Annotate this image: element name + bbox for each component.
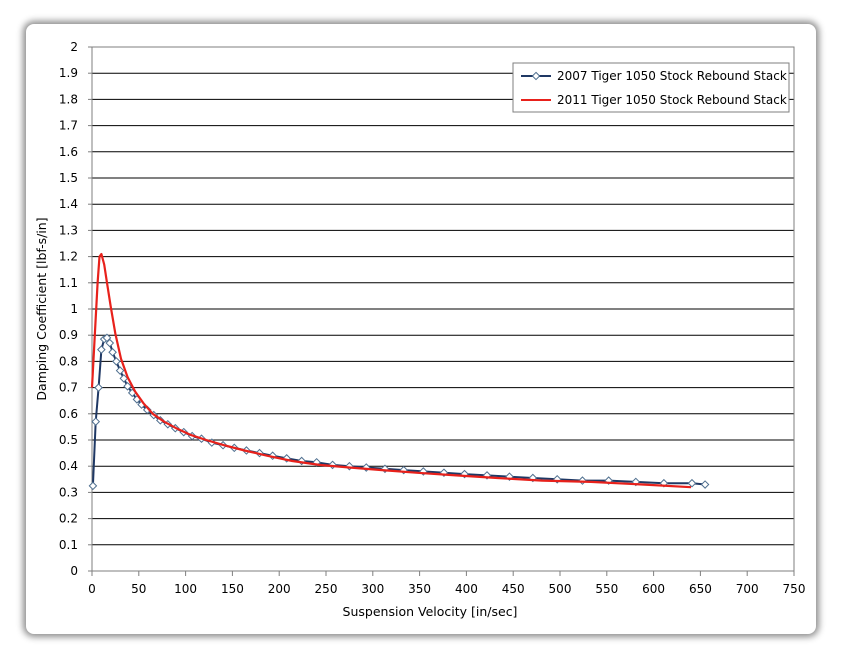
legend-marker-2007 [531,71,541,81]
legend-label-2007: 2007 Tiger 1050 Stock Rebound Stack [557,69,787,83]
y-tick-label: 1 [70,302,78,316]
data-point [112,357,121,366]
y-tick-label: 0.8 [59,354,78,368]
gridlines [92,46,794,546]
y-tick-label: 1.2 [59,250,78,264]
x-tick-label: 50 [131,582,146,596]
y-tick-label: 1.5 [59,171,78,185]
legend-label-2011: 2011 Tiger 1050 Stock Rebound Stack [557,93,787,107]
series-layer [88,252,710,491]
y-tick-label: 1.4 [59,197,78,211]
x-tick-label: 750 [783,582,806,596]
data-point [102,333,112,343]
x-tick-label: 650 [689,582,712,596]
series-line [90,252,692,489]
y-tick-label: 1.3 [59,223,78,237]
x-tick-label: 350 [408,582,431,596]
data-point [94,383,103,392]
chart-canvas: 0 0.1 0.2 0.3 0.4 0.5 0.6 0.7 0.8 0.9 1 1.1 1.2 1.3 1.… [34,40,805,619]
data-point [528,473,538,483]
data-point [108,347,117,357]
x-axis-ticks: 0 50 100 150 200 250 300 350 400 450 500 550 600 650 7… [88,571,805,596]
x-axis-title: Suspension Velocity [in/sec] [343,604,518,619]
y-tick-label: 1.7 [59,119,78,133]
x-tick-label: 550 [595,582,618,596]
data-point [282,454,291,463]
data-point [700,480,710,489]
y-axis-title: Damping Coefficient [lbf-s/in] [34,217,49,400]
x-tick-label: 500 [549,582,572,596]
chart-frame: 0 0.1 0.2 0.3 0.4 0.5 0.6 0.7 0.8 0.9 1 1.1 1.2 1.3 1.… [26,24,816,634]
data-point [91,417,101,426]
y-tick-label: 0.9 [59,328,78,342]
y-tick-label: 1.9 [59,66,78,80]
y-tick-label: 1.1 [59,276,78,290]
x-tick-label: 150 [221,582,244,596]
y-tick-label: 0.4 [59,459,78,473]
data-point [604,476,613,485]
series-1 [90,252,692,489]
x-tick-label: 300 [361,582,384,596]
data-point [97,345,106,354]
y-tick-label: 0.6 [59,407,78,421]
legend: 2007 Tiger 1050 Stock Rebound Stack 2011… [512,62,790,113]
x-tick-label: 700 [736,582,759,596]
data-point [312,457,321,467]
y-tick-label: 0 [70,564,78,578]
y-tick-label: 2 [70,40,78,54]
x-tick-label: 250 [315,582,338,596]
data-point [123,381,132,391]
y-tick-label: 1.8 [59,92,78,106]
legend-box [512,62,790,113]
y-tick-label: 0.7 [59,381,78,395]
y-axis-ticks: 0 0.1 0.2 0.3 0.4 0.5 0.6 0.7 0.8 0.9 1 1.1 1.2 1.3 1.… [59,40,92,578]
data-point [105,338,115,348]
y-tick-label: 0.3 [59,485,78,499]
y-tick-label: 1.6 [59,145,78,159]
y-tick-label: 0.2 [59,512,78,526]
data-point [687,478,697,488]
y-tick-label: 0.1 [59,538,78,552]
x-tick-label: 100 [174,582,197,596]
x-tick-label: 200 [268,582,291,596]
data-point [115,366,125,375]
y-tick-label: 0.5 [59,433,78,447]
x-tick-label: 400 [455,582,478,596]
data-point [119,374,129,383]
data-point [88,481,98,491]
series-line [91,336,706,486]
x-tick-label: 0 [88,582,96,596]
x-tick-label: 600 [642,582,665,596]
x-tick-label: 450 [502,582,525,596]
